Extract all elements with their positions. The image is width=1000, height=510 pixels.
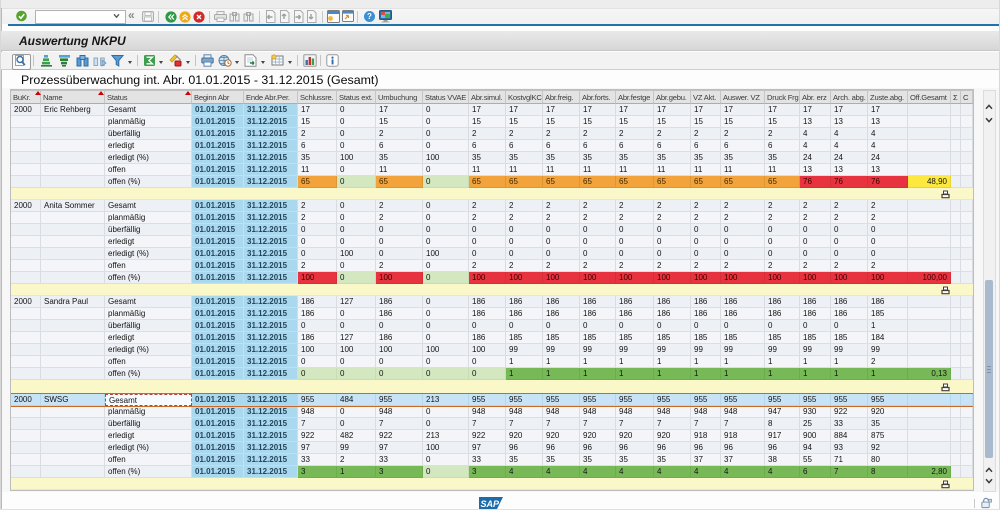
- svg-text:SAP: SAP: [481, 499, 501, 509]
